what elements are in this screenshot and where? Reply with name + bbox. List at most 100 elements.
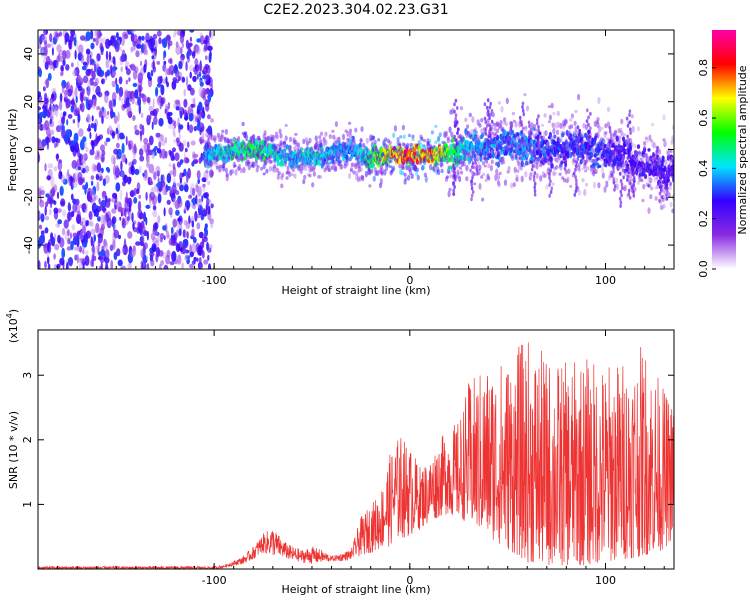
heatmap-cell (179, 159, 184, 164)
heatmap-cell (175, 45, 181, 56)
spectrogram-y-label: Frequency (Hz) (6, 109, 19, 192)
heatmap-cell (484, 130, 487, 135)
heatmap-cell (194, 58, 199, 66)
heatmap-cell (550, 186, 554, 191)
heatmap-cell (187, 121, 190, 131)
heatmap-cell (131, 212, 134, 223)
heatmap-cell (348, 172, 352, 179)
heatmap-cell (135, 50, 140, 58)
heatmap-cell (198, 157, 202, 164)
heatmap-cell (430, 130, 434, 135)
heatmap-cell (55, 32, 60, 38)
heatmap-cell (113, 60, 116, 67)
heatmap-cell (182, 229, 188, 238)
heatmap-cell (80, 257, 86, 263)
heatmap-cell (185, 61, 188, 72)
heatmap-cell (521, 105, 524, 110)
heatmap-cell (623, 184, 627, 192)
heatmap-cell (72, 89, 76, 100)
heatmap-cell (169, 170, 174, 176)
heatmap-cell (134, 168, 140, 175)
heatmap-cell (548, 114, 553, 121)
heatmap-cell (60, 198, 66, 207)
heatmap-cell (198, 86, 204, 98)
heatmap-cell (262, 163, 266, 170)
heatmap-cell (100, 70, 105, 77)
heatmap-cell (51, 87, 57, 94)
heatmap-cell (163, 235, 166, 241)
heatmap-cell (445, 175, 449, 179)
heatmap-cell (70, 62, 74, 68)
heatmap-cell (570, 113, 575, 119)
heatmap-cell (647, 207, 651, 215)
heatmap-cell (629, 181, 632, 186)
heatmap-cell (134, 124, 138, 130)
heatmap-cell (459, 166, 463, 171)
heatmap-cell (96, 53, 101, 62)
heatmap-cell (47, 72, 52, 81)
heatmap-cell (631, 125, 635, 133)
heatmap-cell (141, 94, 147, 103)
heatmap-cell (189, 71, 192, 79)
heatmap-cell (201, 195, 204, 203)
heatmap-cell (483, 145, 487, 150)
heatmap-cell (553, 135, 557, 140)
heatmap-cell (196, 109, 200, 115)
heatmap-cell (379, 178, 383, 185)
heatmap-cell (360, 126, 364, 132)
heatmap-cell (286, 165, 290, 170)
heatmap-cell (46, 55, 51, 65)
heatmap-cell (129, 190, 135, 197)
heatmap-cell (185, 76, 189, 87)
heatmap-cell (618, 135, 622, 140)
heatmap-cell (127, 176, 132, 185)
heatmap-cell (625, 116, 629, 121)
heatmap-cell (121, 142, 125, 154)
heatmap-cell (125, 158, 128, 165)
heatmap-cell (93, 122, 97, 132)
heatmap-cell (152, 98, 155, 109)
heatmap-cell (454, 98, 458, 103)
heatmap-cell (500, 105, 504, 113)
heatmap-cells (38, 30, 674, 269)
heatmap-cell (183, 156, 189, 164)
heatmap-cell (205, 169, 209, 174)
heatmap-cell (157, 215, 161, 224)
heatmap-cell (210, 203, 214, 209)
heatmap-cell (447, 190, 451, 198)
heatmap-cell (280, 183, 284, 189)
heatmap-cell (605, 183, 609, 188)
heatmap-cell (619, 204, 622, 208)
heatmap-cell (437, 169, 441, 176)
heatmap-cell (438, 132, 442, 138)
heatmap-cell (85, 31, 91, 41)
heatmap-cell (199, 35, 205, 45)
heatmap-cell (115, 32, 119, 39)
heatmap-cell (520, 175, 524, 183)
heatmap-cell (546, 141, 550, 146)
spectrogram-y-tick-label: 40 (22, 47, 35, 61)
heatmap-cell (627, 188, 631, 193)
heatmap-cell (618, 196, 622, 201)
heatmap-cell (72, 236, 78, 246)
heatmap-cell (224, 167, 228, 174)
heatmap-cell (53, 264, 57, 269)
heatmap-cell (621, 136, 626, 142)
heatmap-cell (38, 139, 42, 149)
heatmap-cell (558, 172, 562, 176)
heatmap-cell (56, 125, 61, 133)
heatmap-cell (619, 179, 623, 183)
heatmap-cell (111, 216, 117, 225)
heatmap-cell (202, 184, 206, 194)
heatmap-cell (495, 147, 498, 152)
heatmap-cell (485, 105, 489, 110)
heatmap-cell (88, 210, 93, 221)
heatmap-cell (121, 97, 124, 107)
heatmap-cell (244, 131, 248, 136)
heatmap-cell (177, 198, 183, 208)
heatmap-cell (620, 118, 624, 125)
heatmap-cell (204, 144, 208, 149)
heatmap-cell (206, 75, 209, 83)
heatmap-cell (188, 219, 192, 224)
heatmap-cell (303, 174, 307, 180)
